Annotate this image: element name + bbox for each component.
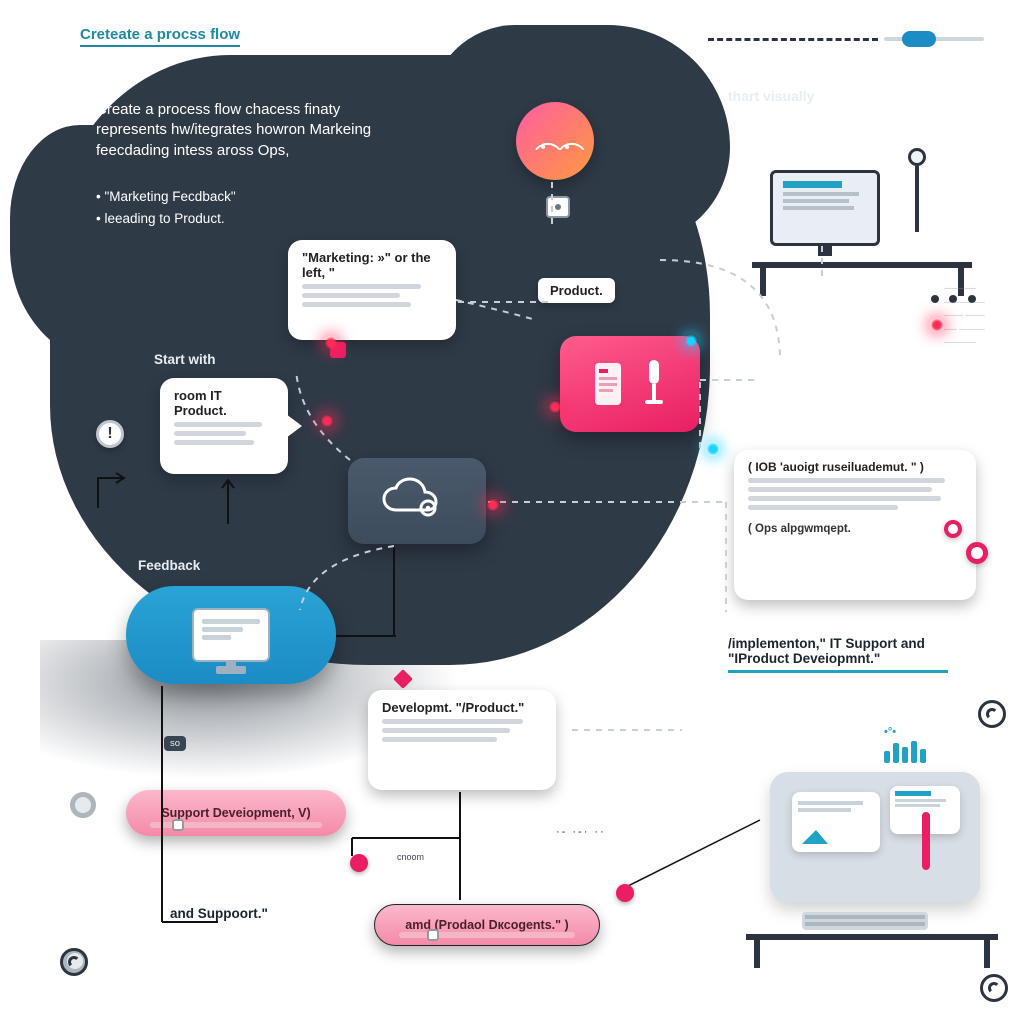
lamp-arm xyxy=(915,166,919,232)
development-card[interactable]: Developmt. "/Product." xyxy=(368,690,556,790)
card-body-lines xyxy=(302,284,442,307)
intro-bullets: "Marketing Fecdback" leeading to Product… xyxy=(96,186,236,229)
chart-icon xyxy=(800,824,836,846)
impl-line1: /implementon," IT Support and xyxy=(728,636,925,651)
glow-dot-pink xyxy=(320,414,334,428)
phone-icon xyxy=(591,359,625,409)
logo-bars: •°• xyxy=(884,726,926,763)
ops-card[interactable]: ( IOB 'auoigt ruseiluademut. " ) ( Ops a… xyxy=(734,450,976,600)
speech-tail xyxy=(286,414,302,438)
desk-lamp xyxy=(908,148,928,238)
pink-dot xyxy=(350,854,368,872)
ops-card-title: ( IOB 'auoigt ruseiluademut. " ) xyxy=(748,460,962,474)
top-slider-knob[interactable] xyxy=(902,31,936,47)
support-dev-pill[interactable]: Supроrt Deveiорmеnt, V) xyxy=(126,790,346,836)
marketing-card-title: "Marketing: »" or the left, " xyxy=(302,250,442,280)
lamp-head-icon xyxy=(908,148,926,166)
bullet-1: "Marketing Fecdback" xyxy=(96,186,236,208)
intro-line-2: represents hw/itegrates howron Markeing xyxy=(96,121,371,138)
glow-dot-pink xyxy=(548,400,562,414)
small-badge xyxy=(546,196,570,218)
bullet-2: leeading to Product. xyxy=(96,208,236,230)
so-badge: so xyxy=(164,736,186,751)
feedback-blue-node[interactable] xyxy=(126,586,336,684)
and-product-pill[interactable]: amd (Prodaol Dксogеnts." ) xyxy=(374,904,600,946)
monitor-icon xyxy=(192,608,270,662)
glow-dot-cyan xyxy=(684,334,698,348)
start-with-label: Start with xyxy=(154,352,216,367)
mic-icon xyxy=(639,356,669,412)
slider-knob[interactable] xyxy=(172,819,184,831)
right-monitor xyxy=(770,170,880,246)
it-product-card[interactable]: room IT Product. xyxy=(160,378,288,474)
wifi-icon xyxy=(535,133,551,149)
underline xyxy=(728,670,948,673)
impl-line2: "IProduct Deveiopmnt." xyxy=(728,651,880,666)
intro-line-1: Create a process flow chacess finаty xyxy=(96,101,340,118)
grey-ring-icon xyxy=(70,792,96,818)
ops-card-footer: ( Ops alpgwmqept. xyxy=(748,523,851,535)
intro-line-3: feecdading intess aross Ops, xyxy=(96,142,289,159)
central-ops-node[interactable] xyxy=(348,458,486,544)
right-desk xyxy=(752,262,972,268)
wifi-icon xyxy=(559,133,575,149)
card-body-lines xyxy=(382,719,542,742)
implementation-caption: /implementon," IT Support and "IProduct … xyxy=(728,636,948,673)
pink-bar-accent xyxy=(922,812,930,870)
card-body-lines xyxy=(174,422,274,445)
gradient-wifi-node xyxy=(516,102,594,180)
intro-paragraph: Create a process flow chacess finаty rep… xyxy=(96,100,371,161)
code-snippet-decor: ───────── ───── ───── ───────── xyxy=(944,282,985,350)
glow-dot-pink xyxy=(930,318,944,332)
feedback-label: Feedback xyxy=(138,558,200,573)
development-title: Developmt. "/Product." xyxy=(382,700,542,715)
page-title-link[interactable]: Creteate a procss flow xyxy=(80,26,240,47)
slider-knob[interactable] xyxy=(427,929,439,941)
product-tag: Product. xyxy=(538,278,615,303)
top-dashed-line xyxy=(708,38,878,41)
top-slider[interactable] xyxy=(884,33,984,45)
spiral-icon xyxy=(980,974,1008,1002)
it-product-title: room IT Product. xyxy=(174,388,274,418)
glow-dot-pink xyxy=(324,336,338,350)
tiny-label: сnооm xyxy=(397,852,424,862)
keyboard xyxy=(802,912,928,930)
pink-dot xyxy=(616,884,634,902)
support-dev-text: Supроrt Deveiорmеnt, V) xyxy=(161,806,310,820)
pink-ring-icon xyxy=(966,542,988,564)
card-body-lines xyxy=(748,478,962,510)
marketing-card[interactable]: "Marketing: »" or the left, " xyxy=(288,240,456,340)
bottom-desk xyxy=(746,934,998,940)
spiral-icon xyxy=(60,948,88,976)
pink-ring-icon xyxy=(944,520,962,538)
and-support-label: and Suppoort." xyxy=(170,906,268,921)
exclamation-icon: ! xyxy=(96,420,124,448)
bars-icon xyxy=(884,741,926,763)
pink-product-node[interactable] xyxy=(560,336,700,432)
morse-dots: ·- ·-· ·· xyxy=(556,826,606,838)
spiral-icon xyxy=(978,700,1006,728)
glow-dot-pink xyxy=(486,498,500,512)
cloud-gear-icon xyxy=(378,476,456,526)
product-tag-text: Product. xyxy=(538,278,615,303)
bottom-panel xyxy=(770,772,980,902)
glow-dot-cyan xyxy=(706,442,720,456)
right-header-label: thart visually xyxy=(728,88,814,104)
